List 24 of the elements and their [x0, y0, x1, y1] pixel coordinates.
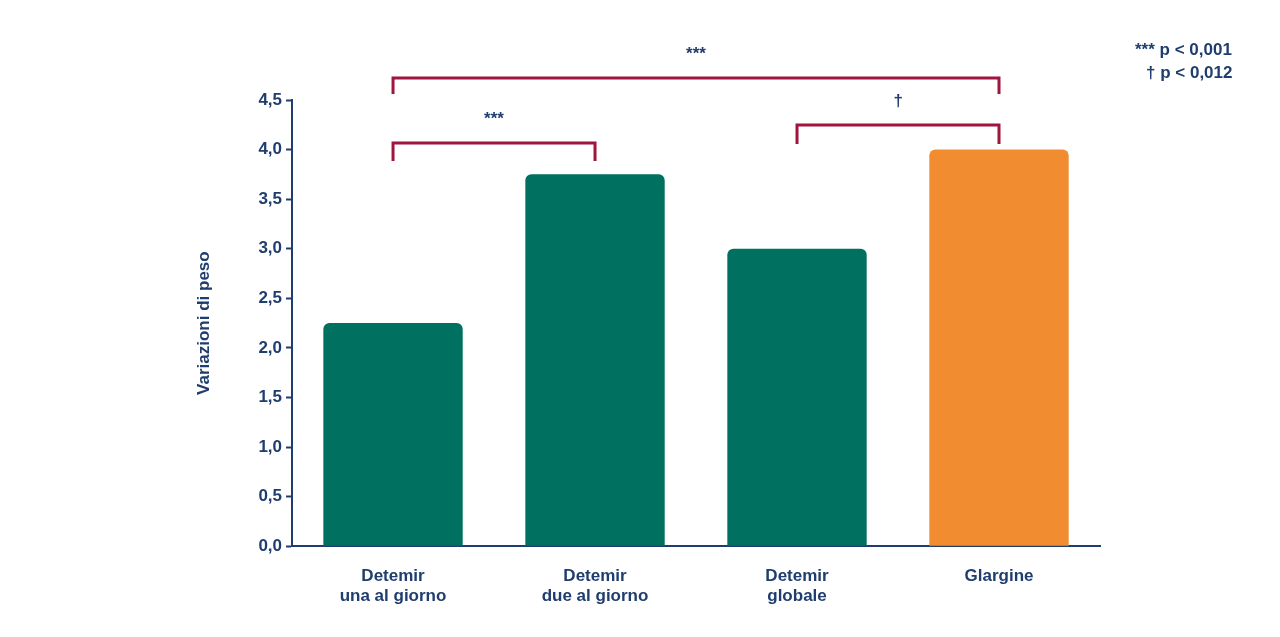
- y-tick-label: 0,5: [258, 486, 283, 506]
- x-tick-label: Glargine: [964, 566, 1034, 586]
- annotation: †: [893, 91, 903, 111]
- bar: [323, 323, 463, 546]
- x-tick-label: Detemir due al giorno: [541, 566, 649, 606]
- bar: [525, 174, 665, 546]
- bar: [727, 248, 867, 546]
- text: † p < 0,012: [1146, 63, 1233, 83]
- y-tick-label: 3,0: [258, 238, 283, 258]
- text: ***: [686, 44, 706, 64]
- y-tick-label: 3,5: [258, 188, 283, 208]
- y-axis-title: Variazioni di peso: [193, 251, 213, 395]
- annotation: ***: [484, 109, 504, 129]
- y-tick-label: 4,5: [258, 89, 283, 109]
- x-tick-label: Detemir una al giorno: [339, 566, 447, 606]
- x-tick-label: Detemir globale: [765, 566, 830, 606]
- bar: [929, 149, 1069, 546]
- y-tick-label: 4,0: [258, 139, 283, 159]
- y-tick-label: 2,5: [258, 288, 283, 307]
- y-tick-label: 0,0: [258, 535, 283, 555]
- y-tick-label: 2,0: [258, 337, 283, 357]
- text: *** p < 0,001: [1135, 40, 1232, 60]
- y-tick-label: 1,5: [258, 387, 283, 407]
- y-tick-label: 1,0: [258, 436, 283, 456]
